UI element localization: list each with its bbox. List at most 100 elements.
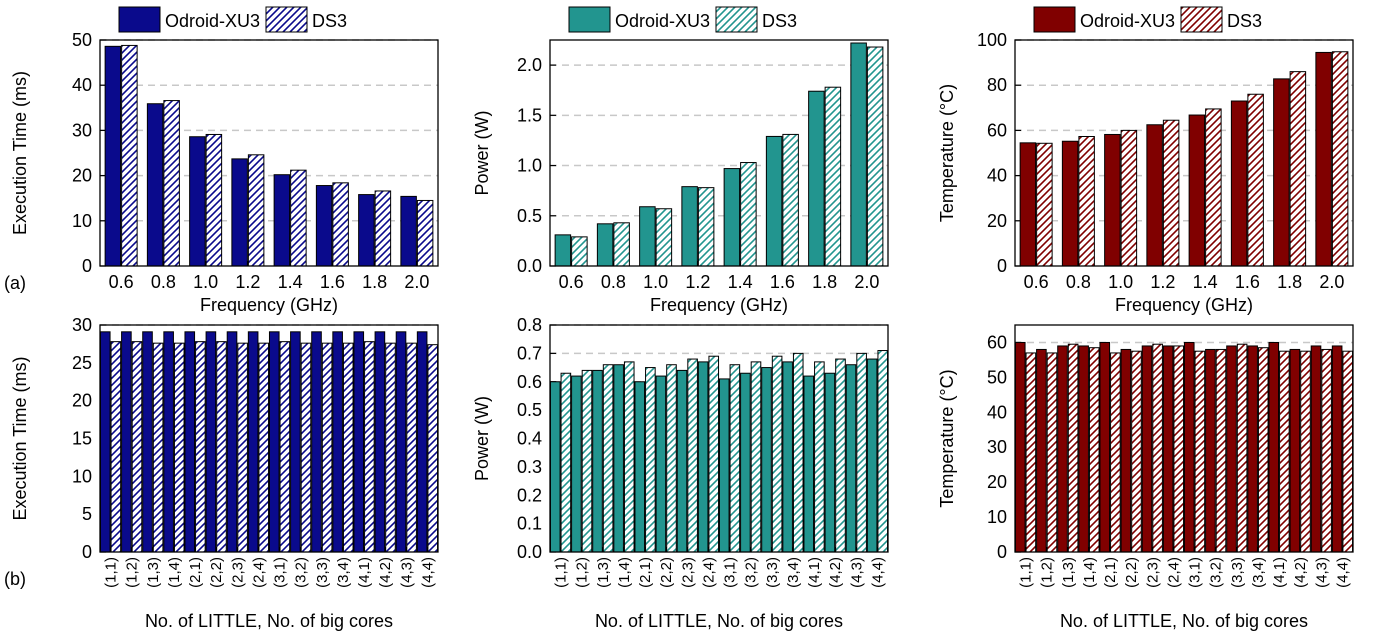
x-tick-label: (3,3) (314, 557, 331, 588)
bar-odroid (549, 381, 561, 553)
bar-odroid (1183, 341, 1195, 553)
y-tick-label: 0.0 (517, 542, 542, 562)
bar-ds3 (163, 100, 180, 267)
legend-swatch-odroid (1033, 6, 1076, 33)
bar-odroid (247, 331, 259, 553)
bar-odroid (142, 331, 153, 553)
y-tick-label: 0 (82, 256, 92, 276)
x-axis-label: Frequency (GHz) (200, 295, 338, 315)
bar-ds3 (623, 361, 635, 553)
bar-ds3 (877, 350, 889, 553)
bar-ds3 (321, 342, 333, 553)
legend-swatch-odroid (568, 6, 611, 33)
bar-ds3 (1300, 350, 1311, 553)
bar-ds3 (290, 169, 307, 267)
bar-odroid (1310, 345, 1322, 553)
bar-odroid (353, 331, 365, 553)
y-tick-label: 0.5 (517, 400, 542, 420)
x-tick-label: 1.6 (770, 272, 795, 292)
bar-odroid (1188, 114, 1206, 267)
y-tick-label: 0.8 (517, 315, 542, 335)
x-tick-label: 1.2 (685, 272, 710, 292)
x-tick-label: (1,2) (574, 557, 591, 588)
bar-ds3 (645, 367, 656, 553)
bar-odroid (400, 195, 417, 267)
bar-ds3 (740, 162, 757, 267)
bar-ds3 (729, 364, 741, 553)
y-tick-label: 0.6 (517, 372, 542, 392)
bar-ds3 (824, 86, 842, 267)
y-tick-label: 0.7 (517, 343, 542, 363)
bar-ds3 (374, 190, 392, 267)
bar-odroid (1289, 348, 1301, 553)
bar-odroid (1315, 51, 1332, 267)
bar-odroid (592, 369, 603, 553)
bar-odroid (1162, 345, 1174, 553)
x-tick-label: (3,1) (1187, 557, 1204, 588)
x-tick-label: 0.6 (559, 272, 584, 292)
bar-odroid (1099, 341, 1111, 553)
x-tick-label: (2,2) (1123, 557, 1140, 588)
bar-ds3 (1088, 347, 1100, 553)
bar-ds3 (237, 342, 248, 553)
bar-ds3 (687, 358, 698, 553)
row-label-a: (a) (4, 273, 26, 293)
bar-ds3 (1215, 348, 1227, 553)
bar-odroid (1268, 341, 1280, 553)
x-tick-label: (4,3) (1313, 557, 1330, 588)
x-axis-label: No. of LITTLE, No. of big cores (1060, 611, 1308, 631)
bar-odroid (189, 136, 206, 267)
bar-ds3 (856, 352, 867, 553)
y-tick-label: 80 (987, 75, 1007, 95)
plot-frame (1014, 39, 1354, 267)
chart-panel-2: 0.0 0.5 1.0 1.5 2.0 0.6 0.8 1.0 1.2 1.4 1.6 1.8 2.0 P… (472, 6, 889, 315)
y-tick-label: 30 (987, 437, 1007, 457)
bar-ds3 (216, 341, 227, 553)
x-tick-label: (2,1) (637, 557, 654, 588)
x-tick-label: 1.4 (728, 272, 753, 292)
bar-ds3 (771, 355, 783, 553)
bar-ds3 (332, 182, 349, 267)
y-tick-label: 50 (987, 367, 1007, 387)
y-tick-label: 0.4 (517, 429, 542, 449)
legend-label-odroid: Odroid-XU3 (615, 11, 710, 31)
plot-frame (99, 324, 439, 553)
bar-ds3 (613, 222, 630, 267)
x-tick-label: (1,3) (1060, 557, 1077, 588)
y-tick-label: 20 (987, 472, 1007, 492)
bar-ds3 (173, 342, 185, 553)
bar-ds3 (792, 352, 804, 553)
bar-ds3 (110, 341, 122, 553)
bar-odroid (1331, 345, 1343, 553)
bar-ds3 (602, 364, 614, 553)
bar-ds3 (750, 361, 762, 553)
x-tick-label: (1,3) (145, 557, 162, 588)
x-tick-label: (1,4) (1081, 557, 1098, 588)
x-tick-label: 0.6 (1024, 272, 1049, 292)
bar-odroid (808, 90, 825, 267)
bar-odroid (765, 135, 783, 267)
x-tick-label: 1.6 (1235, 272, 1260, 292)
y-tick-label: 40 (72, 75, 92, 95)
bar-odroid (697, 361, 709, 553)
bar-ds3 (364, 341, 375, 553)
y-tick-label: 10 (987, 507, 1007, 527)
y-tick-label: 1.5 (517, 105, 542, 125)
bar-odroid (866, 358, 878, 553)
bar-odroid (655, 375, 667, 553)
x-tick-label: 0.6 (109, 272, 134, 292)
x-tick-label: 1.8 (812, 272, 837, 292)
bar-odroid (1230, 100, 1248, 267)
y-axis-label: Temperature (°C) (937, 369, 957, 507)
bar-odroid (290, 331, 301, 553)
bar-ds3 (866, 46, 884, 267)
x-tick-label: 0.8 (151, 272, 176, 292)
bar-odroid (639, 206, 656, 267)
bar-ds3 (1131, 350, 1142, 553)
y-tick-label: 60 (987, 120, 1007, 140)
y-axis-label: Execution Time (ms) (10, 356, 30, 520)
bar-ds3 (1279, 350, 1290, 553)
bar-ds3 (1257, 347, 1269, 553)
bar-ds3 (1342, 350, 1354, 553)
